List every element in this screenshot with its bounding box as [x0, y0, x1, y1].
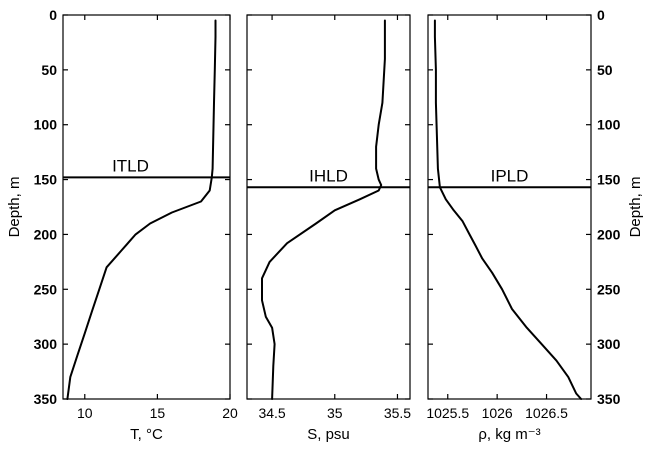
left-depth-tick-label: 50	[41, 62, 57, 78]
density-x-tick-label: 1026	[482, 405, 513, 421]
left-depth-tick-label: 0	[49, 7, 57, 23]
salinity-x-tick-label: 34.5	[258, 405, 285, 421]
left-depth-tick-label: 300	[34, 336, 58, 352]
right-depth-tick-label: 50	[597, 62, 613, 78]
left-depth-tick-label: 350	[34, 391, 58, 407]
right-depth-tick-label: 150	[597, 172, 621, 188]
left-depth-tick-label: 150	[34, 172, 58, 188]
left-depth-tick-label: 200	[34, 226, 58, 242]
right-depth-axis-label: Depth, m	[627, 177, 644, 238]
right-depth-tick-label: 300	[597, 336, 621, 352]
right-depth-tick-label: 350	[597, 391, 621, 407]
density-x-tick-label: 1026.5	[525, 405, 568, 421]
temperature-profile-line	[66, 19, 217, 400]
density-x-axis-label: ρ, kg m⁻³	[478, 426, 540, 443]
right-depth-tick-label: 100	[597, 117, 621, 133]
temperature-panel: 0 50 100 150 200 250 300 350 10 15 20 T, °C ITLD	[34, 7, 238, 443]
right-depth-tick-label: 0	[597, 7, 605, 23]
right-depth-tick-label: 250	[597, 281, 621, 297]
temperature-layer-depth-label: ITLD	[112, 156, 149, 175]
temperature-x-tick-label: 10	[77, 405, 93, 421]
salinity-x-tick-label: 35.5	[384, 405, 411, 421]
density-panel: 0 50 100 150 200 250 300 350 1025.5 1026 1026.5 ρ, …	[426, 7, 620, 443]
salinity-panel: 34.5 35 35.5 S, psu IHLD	[246, 14, 411, 443]
salinity-layer-depth-label: IHLD	[309, 166, 348, 185]
left-depth-tick-label: 100	[34, 117, 58, 133]
density-layer-depth-label: IPLD	[491, 166, 529, 185]
salinity-plot-frame	[246, 14, 411, 400]
temperature-x-tick-label: 20	[222, 405, 238, 421]
density-profile-line	[433, 19, 583, 400]
density-plot-frame	[427, 14, 592, 400]
left-depth-axis-label: Depth, m	[6, 177, 23, 238]
density-x-tick-label: 1025.5	[426, 405, 469, 421]
temperature-x-tick-label: 15	[150, 405, 166, 421]
temperature-plot-frame	[62, 14, 231, 400]
salinity-x-tick-label: 35	[327, 405, 343, 421]
salinity-profile-line	[261, 19, 386, 400]
salinity-x-axis-label: S, psu	[307, 426, 350, 443]
temperature-x-axis-label: T, °C	[130, 426, 163, 443]
left-depth-tick-label: 250	[34, 281, 58, 297]
right-depth-tick-label: 200	[597, 226, 621, 242]
